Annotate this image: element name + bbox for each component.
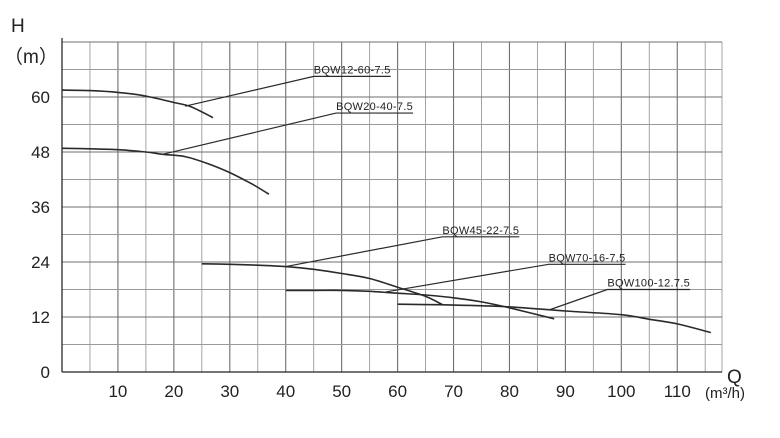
x-axis-unit: (m³/h) (705, 385, 745, 402)
curve-bqw12-60-7.5 (61, 89, 214, 119)
x-tick-label: 70 (444, 382, 463, 401)
y-axis-unit: （m） (4, 46, 58, 68)
curve-label: BQW100-12.7.5 (607, 278, 690, 290)
x-tick-label: 30 (220, 382, 239, 401)
curve-bqw20-40-7.5 (61, 147, 270, 195)
leader-line (285, 236, 520, 268)
curve-label: BQW45-22-7.5 (442, 225, 519, 237)
x-tick-label: 110 (664, 382, 691, 401)
leader-line (386, 263, 626, 293)
x-tick-label: 100 (607, 382, 635, 401)
y-tick-label: 60 (31, 88, 50, 107)
curve-bqw70-16-7.5 (285, 289, 555, 320)
x-tick-label: 50 (332, 382, 351, 401)
x-tick-label: 40 (276, 382, 295, 401)
x-axis-title: Q (727, 367, 742, 388)
y-tick-label: 0 (41, 363, 50, 382)
x-tick-label: 20 (164, 382, 183, 401)
x-tick-label: 90 (556, 382, 575, 401)
y-tick-label: 24 (31, 253, 50, 272)
curve-label: BQW12-60-7.5 (314, 64, 391, 76)
grid (61, 41, 723, 373)
curve-label: BQW20-40-7.5 (336, 101, 413, 113)
curves (61, 89, 712, 334)
curve-bqw100-12.7.5 (397, 303, 712, 334)
x-tick-label: 60 (388, 382, 407, 401)
x-tick-label: 80 (500, 382, 519, 401)
leader-line (184, 75, 391, 107)
y-axis-title: H (11, 16, 25, 37)
leader-line (548, 288, 691, 311)
curve-labels: BQW12-60-7.5 BQW20-40-7.5 BQW45-22-7.5 BQW7… (162, 64, 691, 311)
y-tick-label: 12 (31, 308, 50, 327)
curve-label: BQW70-16-7.5 (549, 252, 626, 264)
y-tick-label: 36 (31, 198, 50, 217)
x-tick-label: 10 (108, 382, 127, 401)
axes: 10 20 30 40 50 60 70 80 90 100 110 0 12 24 36 48 60 (31, 38, 722, 401)
y-tick-label: 48 (31, 143, 50, 162)
leader-line (162, 112, 414, 155)
curve-bqw45-22-7.5 (201, 263, 443, 306)
